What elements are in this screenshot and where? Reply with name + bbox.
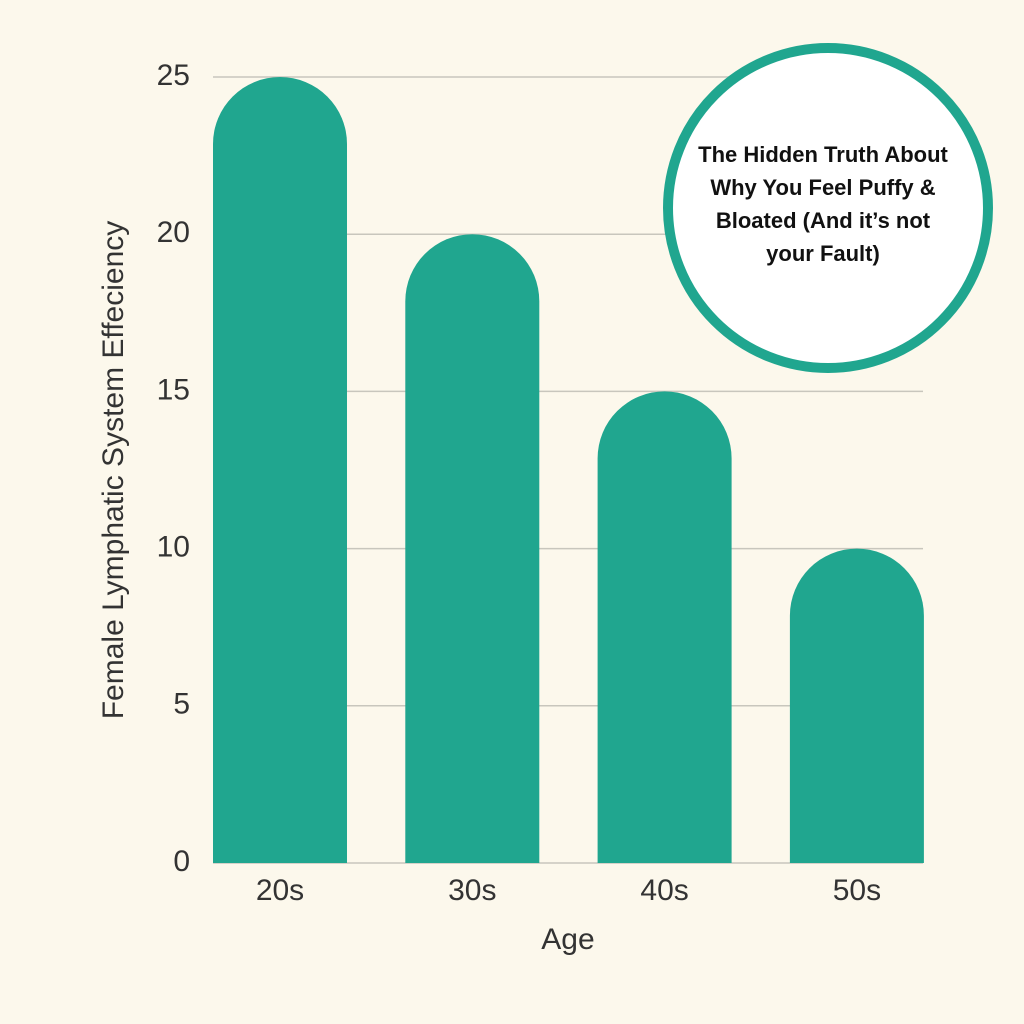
y-tick-label: 15: [157, 373, 190, 406]
bar: [789, 548, 924, 863]
y-tick-label: 5: [173, 688, 190, 721]
bar: [213, 77, 347, 863]
x-tick-label: 50s: [833, 874, 881, 907]
y-tick-label: 25: [157, 59, 190, 92]
x-tick-label: 30s: [448, 874, 496, 907]
bar: [597, 391, 732, 863]
annotation: The Hidden Truth About Why You Feel Puff…: [698, 142, 948, 266]
y-axis-label: Female Lymphatic System Effeciency: [97, 221, 130, 720]
annotation-circle: [663, 43, 993, 373]
bar: [405, 234, 540, 863]
x-axis-label: Age: [541, 923, 594, 956]
x-tick-label: 20s: [256, 874, 304, 907]
y-tick-label: 10: [157, 531, 190, 564]
y-tick-label: 20: [157, 216, 190, 249]
y-tick-label: 0: [173, 845, 190, 878]
x-tick-label: 40s: [640, 874, 688, 907]
